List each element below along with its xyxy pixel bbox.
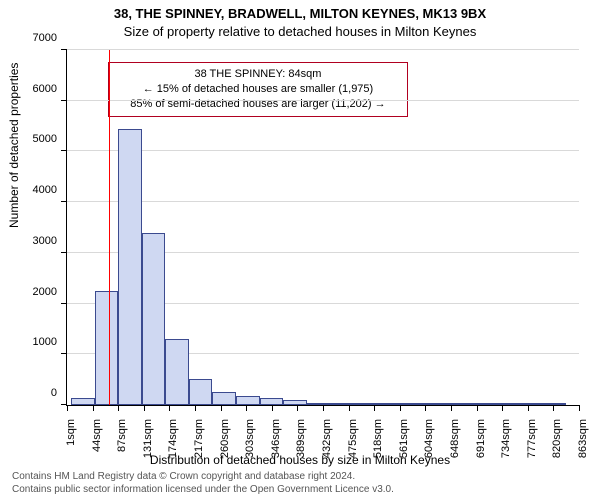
y-tick-label: 6000 <box>33 83 57 95</box>
y-tick <box>61 201 67 202</box>
y-tick-label: 1000 <box>33 336 57 348</box>
x-tick <box>221 405 222 411</box>
x-tick <box>144 405 145 411</box>
histogram-bar <box>495 403 519 405</box>
chart-title-address: 38, THE SPINNEY, BRADWELL, MILTON KEYNES… <box>0 6 600 21</box>
property-marker-line <box>109 50 110 405</box>
histogram-bar <box>330 403 354 405</box>
y-tick <box>61 252 67 253</box>
histogram-bar <box>165 339 189 405</box>
y-tick <box>61 303 67 304</box>
x-tick <box>374 405 375 411</box>
attribution-line-2: Contains public sector information licen… <box>12 484 394 497</box>
y-tick-label: 4000 <box>33 184 57 196</box>
y-tick-label: 7000 <box>33 32 57 44</box>
histogram-bar <box>212 392 236 405</box>
y-tick-label: 2000 <box>33 286 57 298</box>
y-tick <box>61 49 67 50</box>
histogram-bar <box>71 398 95 405</box>
x-tick <box>323 405 324 411</box>
y-tick-label: 5000 <box>33 133 57 145</box>
x-tick <box>400 405 401 411</box>
chart-subtitle: Size of property relative to detached ho… <box>0 24 600 39</box>
histogram-bar <box>95 291 119 405</box>
x-tick-label: 44sqm <box>91 419 103 452</box>
histogram-bar <box>471 403 495 405</box>
chart-container: 38, THE SPINNEY, BRADWELL, MILTON KEYNES… <box>0 0 600 500</box>
histogram-bar <box>307 403 331 405</box>
y-tick <box>61 100 67 101</box>
x-tick <box>297 405 298 411</box>
histogram-bar <box>424 403 448 405</box>
plot-area: 38 THE SPINNEY: 84sqm ← 15% of detached … <box>66 50 579 406</box>
histogram-bar <box>142 233 166 405</box>
annotation-line-2: ← 15% of detached houses are smaller (1,… <box>117 82 399 97</box>
attribution: Contains HM Land Registry data © Crown c… <box>12 471 394 496</box>
histogram-bar <box>519 403 543 405</box>
y-tick-label: 0 <box>51 387 57 399</box>
histogram-bar <box>189 379 213 405</box>
x-tick <box>195 405 196 411</box>
x-tick <box>451 405 452 411</box>
annotation-box: 38 THE SPINNEY: 84sqm ← 15% of detached … <box>108 62 408 117</box>
x-tick <box>349 405 350 411</box>
gridline <box>67 150 579 151</box>
gridline <box>67 100 579 101</box>
x-tick-label: 87sqm <box>116 419 128 452</box>
histogram-bar <box>401 403 425 405</box>
histogram-bar <box>118 129 142 405</box>
x-tick <box>502 405 503 411</box>
histogram-bar <box>236 396 260 405</box>
y-tick-label: 3000 <box>33 235 57 247</box>
gridline <box>67 201 579 202</box>
y-tick <box>61 353 67 354</box>
x-tick <box>67 405 68 411</box>
x-tick <box>169 405 170 411</box>
x-tick <box>553 405 554 411</box>
histogram-bar <box>283 400 307 405</box>
x-tick <box>477 405 478 411</box>
x-tick <box>272 405 273 411</box>
attribution-line-1: Contains HM Land Registry data © Crown c… <box>12 471 394 484</box>
x-tick <box>579 405 580 411</box>
gridline <box>67 49 579 50</box>
x-tick <box>528 405 529 411</box>
x-tick <box>425 405 426 411</box>
x-axis-label: Distribution of detached houses by size … <box>0 453 600 467</box>
histogram-bar <box>377 403 401 405</box>
x-tick <box>118 405 119 411</box>
y-tick <box>61 150 67 151</box>
x-tick-label: 1sqm <box>65 419 77 446</box>
x-tick <box>93 405 94 411</box>
annotation-line-1: 38 THE SPINNEY: 84sqm <box>117 67 399 82</box>
x-tick <box>246 405 247 411</box>
y-axis-label: Number of detached properties <box>7 63 21 228</box>
histogram-bar <box>260 398 284 405</box>
